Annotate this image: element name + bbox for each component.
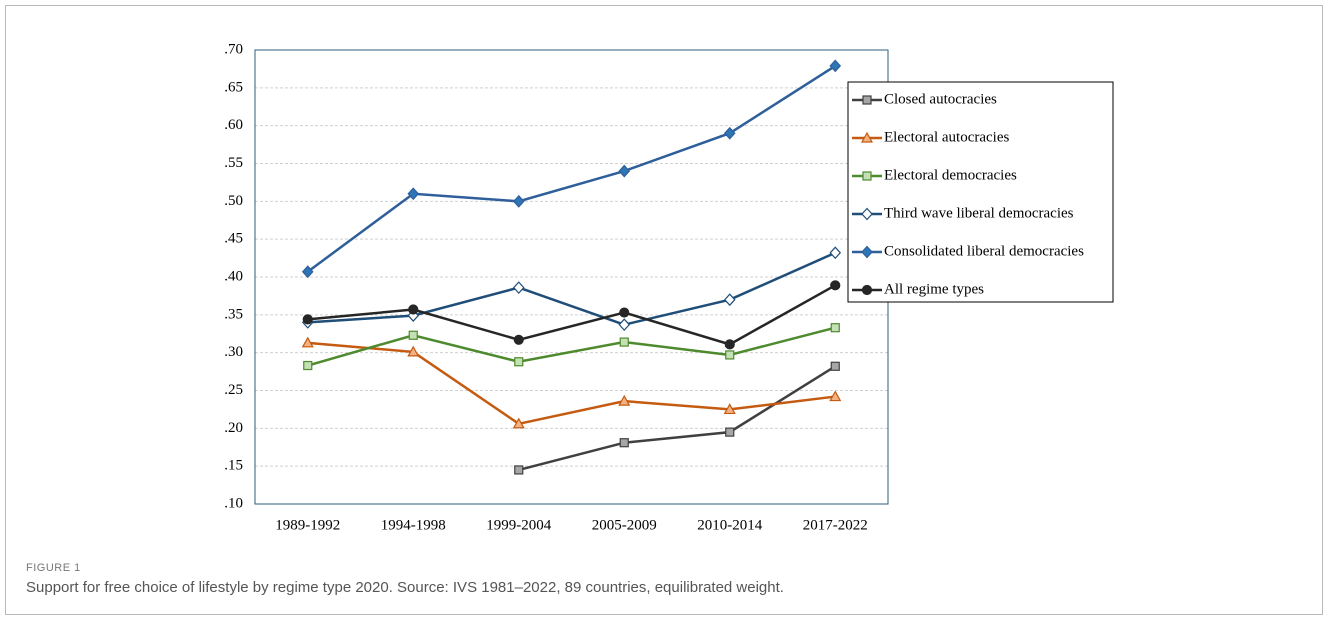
marker	[862, 171, 872, 181]
marker	[829, 246, 842, 260]
marker	[829, 390, 842, 402]
marker	[723, 403, 736, 415]
x-tick-label: 2005-2009	[592, 517, 657, 533]
y-tick-label: .50	[224, 193, 243, 209]
series-line	[307, 64, 836, 273]
marker	[512, 417, 525, 429]
x-tick-label: 1989-1992	[275, 517, 340, 533]
figure-caption: Support for free choice of lifestyle by …	[26, 579, 784, 596]
marker	[513, 334, 524, 345]
marker	[302, 314, 313, 325]
figure-label: FIGURE 1	[26, 562, 81, 574]
y-tick-label: .60	[224, 117, 243, 133]
marker	[408, 304, 419, 315]
marker	[407, 187, 420, 201]
y-tick-label: .45	[224, 231, 243, 247]
series-line	[307, 341, 836, 426]
y-tick-label: .15	[224, 458, 243, 474]
marker	[619, 438, 629, 448]
x-tick-label: 1994-1998	[381, 517, 446, 533]
marker	[301, 265, 314, 279]
x-tick-label: 2017-2022	[803, 517, 868, 533]
y-tick-label: .65	[224, 79, 243, 95]
legend-label: Electoral democracies	[884, 167, 1017, 183]
legend-box	[847, 81, 1114, 303]
legend-label: Closed autocracies	[884, 91, 997, 107]
legend-label: Consolidated liberal democracies	[884, 243, 1084, 259]
marker	[725, 427, 735, 437]
marker	[724, 339, 735, 350]
marker	[619, 337, 629, 347]
marker	[862, 95, 872, 105]
marker	[512, 194, 525, 208]
marker	[861, 245, 873, 259]
chart: .10 .15 .20 .25 .30 .35 .40 .45 .50 .55 .60 .65 .70 1…	[224, 41, 1114, 533]
marker	[725, 350, 735, 360]
x-tick-label: 1999-2004	[486, 517, 551, 533]
legend-label: Electoral autocracies	[884, 129, 1010, 145]
marker	[861, 284, 873, 296]
figure-frame	[5, 5, 1323, 615]
marker	[830, 280, 841, 291]
marker	[618, 164, 631, 178]
marker	[514, 357, 524, 367]
y-tick-label: .25	[224, 382, 243, 398]
y-tick-label: .55	[224, 155, 243, 171]
y-tick-label: .35	[224, 306, 243, 322]
marker	[830, 323, 840, 333]
marker	[619, 307, 630, 318]
legend-label: Third wave liberal democracies	[884, 205, 1074, 221]
series-line	[518, 365, 836, 472]
series-line	[307, 251, 836, 326]
x-tick-label: 2010-2014	[697, 517, 762, 533]
marker	[512, 281, 525, 294]
marker	[303, 360, 313, 371]
y-tick-label: .20	[224, 420, 243, 436]
y-tick-label: .10	[224, 495, 243, 511]
marker	[829, 59, 842, 73]
marker	[407, 345, 420, 357]
marker	[618, 394, 631, 406]
marker	[860, 131, 874, 143]
legend-label: All regime types	[884, 281, 984, 297]
legend: Closed autocracies Electoral autocracies E…	[847, 81, 1114, 303]
marker	[723, 293, 736, 307]
marker	[618, 318, 631, 332]
y-tick-label: .40	[224, 268, 243, 284]
marker	[830, 361, 840, 371]
series-line	[307, 284, 836, 346]
y-tick-label: .70	[224, 41, 243, 57]
marker	[723, 126, 736, 140]
marker	[514, 465, 524, 475]
y-tick-label: .30	[224, 344, 243, 360]
marker	[408, 330, 418, 340]
marker	[861, 207, 873, 221]
marker	[301, 336, 314, 348]
series-line	[307, 326, 836, 367]
